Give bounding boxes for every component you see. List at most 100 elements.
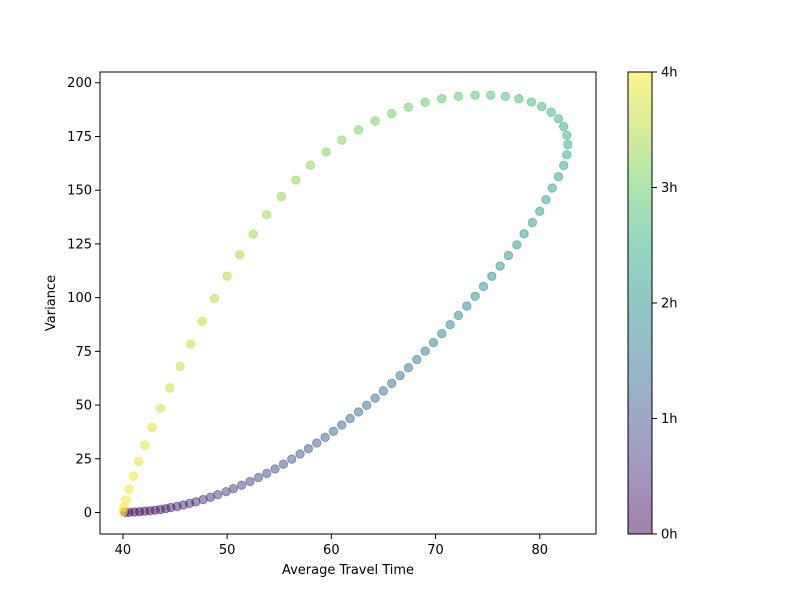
scatter-point	[527, 217, 538, 228]
x-tick-label: 60	[323, 543, 340, 558]
scatter-point	[295, 449, 305, 459]
y-tick-label: 75	[75, 345, 92, 360]
y-axis-label: Variance	[44, 275, 59, 331]
scatter-point	[403, 102, 414, 112]
scatter-point	[453, 310, 464, 321]
colorbar-ticks: 0h 1h 2h 3h 4h	[652, 66, 678, 543]
y-tick-label: 25	[75, 452, 92, 467]
scatter-point	[175, 361, 185, 372]
scatter-point	[541, 194, 551, 205]
y-tick-label: 50	[75, 399, 92, 414]
scatter-point	[420, 346, 430, 356]
scatter-point	[262, 209, 272, 220]
scatter-point	[558, 160, 569, 171]
scatter-point	[387, 378, 397, 389]
y-tick-label: 200	[67, 76, 92, 91]
scatter-point	[248, 229, 258, 239]
scatter-point	[222, 271, 232, 281]
scatter-point	[337, 135, 347, 145]
y-tick-label: 0	[84, 506, 92, 521]
colorbar-tick-label: 3h	[661, 181, 678, 196]
x-axis: 40 50 60 70 80	[115, 534, 548, 558]
scatter-point	[353, 407, 364, 417]
scatter-point	[503, 250, 514, 261]
colorbar-tick-label: 1h	[661, 412, 678, 427]
scatter-point	[562, 150, 572, 160]
scatter-point	[245, 476, 255, 487]
plot-frame	[99, 71, 597, 535]
scatter-point	[118, 507, 128, 517]
scatter-point	[328, 426, 339, 436]
y-axis: 0 25 50 75 100 125 150 175 200	[67, 76, 100, 521]
x-tick-label: 40	[115, 543, 132, 558]
scatter-point	[412, 354, 422, 365]
scatter-point	[155, 403, 166, 413]
scatter-point	[547, 183, 557, 193]
y-tick-label: 150	[67, 184, 92, 199]
scatter-point	[337, 420, 347, 430]
scatter-point	[287, 454, 297, 464]
scatter-point	[553, 171, 564, 182]
scatter-point	[270, 464, 280, 474]
colorbar-tick-label: 4h	[661, 66, 678, 81]
scatter-point	[519, 229, 529, 239]
scatter-point	[370, 116, 380, 126]
scatter-point	[420, 97, 430, 107]
scatter-point	[370, 393, 380, 403]
scatter-point	[562, 130, 572, 140]
scatter-point	[320, 432, 330, 443]
colorbar-tick-label: 2h	[661, 297, 678, 312]
scatter-point	[262, 468, 272, 479]
scatter-point	[453, 91, 464, 101]
data-points	[118, 90, 573, 517]
scatter-point	[428, 337, 439, 348]
scatter-point	[558, 121, 569, 132]
x-axis-label: Average Travel Time	[282, 563, 414, 578]
scatter-point	[535, 206, 545, 216]
scatter-point	[445, 320, 455, 330]
scatter-point	[470, 291, 480, 302]
scatter-point	[305, 160, 316, 170]
y-tick-label: 100	[67, 291, 92, 306]
scatter-point	[512, 240, 522, 250]
scatter-point	[526, 97, 537, 107]
scatter-point	[303, 443, 314, 454]
scatter-point	[537, 101, 547, 112]
colorbar-tick-label: 0h	[661, 528, 678, 543]
scatter-point	[213, 489, 223, 500]
scatter-point	[124, 484, 134, 495]
scatter-point	[209, 293, 220, 304]
scatter-point	[312, 438, 322, 448]
scatter-point	[237, 480, 247, 490]
scatter-point	[546, 107, 556, 117]
scatter-point	[514, 93, 524, 104]
scatter-point	[353, 125, 364, 135]
scatter-point	[228, 483, 239, 494]
scatter-point	[387, 108, 397, 119]
y-tick-label: 125	[67, 237, 92, 252]
scatter-point	[291, 175, 301, 185]
x-tick-label: 70	[427, 543, 444, 558]
scatter-point	[185, 339, 196, 349]
scatter-point	[500, 91, 511, 101]
scatter-point	[278, 459, 289, 469]
scatter-point	[362, 400, 372, 410]
scatter-point	[276, 191, 287, 202]
scatter-point	[437, 93, 447, 104]
scatter-point	[553, 114, 564, 124]
scatter-point	[495, 261, 505, 271]
scatter-point	[437, 329, 447, 339]
scatter-point	[487, 271, 497, 282]
y-tick-label: 175	[67, 130, 92, 145]
colorbar	[628, 72, 652, 534]
x-tick-label: 80	[531, 543, 548, 558]
scatter-point	[378, 386, 389, 396]
scatter-point	[133, 456, 144, 467]
scatter-point	[345, 413, 355, 424]
scatter-point	[462, 301, 472, 311]
scatter-point	[478, 281, 489, 292]
scatter-point	[234, 249, 245, 260]
scatter-point	[395, 370, 405, 381]
scatter-point	[403, 362, 414, 373]
